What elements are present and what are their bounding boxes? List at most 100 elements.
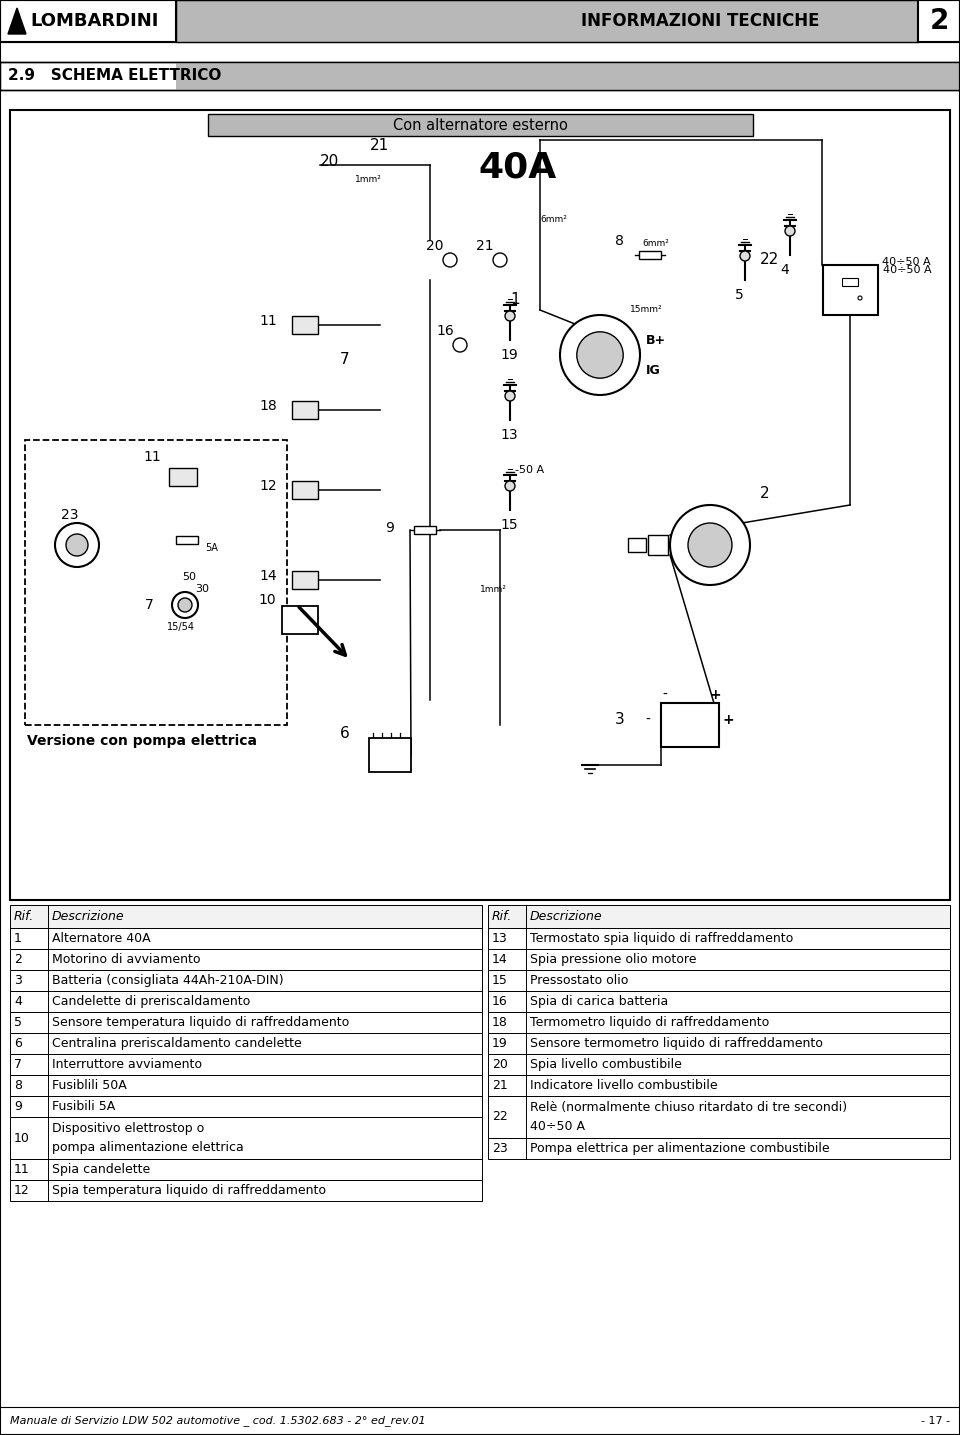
Text: Alternatore 40A: Alternatore 40A xyxy=(52,931,151,946)
Text: Centralina preriscaldamento candelette: Centralina preriscaldamento candelette xyxy=(52,1038,301,1050)
Bar xyxy=(10,905,482,928)
Bar xyxy=(25,441,287,725)
Text: Pompa elettrica per alimentazione combustibile: Pompa elettrica per alimentazione combus… xyxy=(530,1142,829,1155)
Text: 19: 19 xyxy=(500,349,517,362)
Text: +: + xyxy=(709,687,721,702)
Bar xyxy=(10,1012,482,1033)
Text: 11: 11 xyxy=(259,314,276,329)
Text: Relè (normalmente chiuso ritardato di tre secondi): Relè (normalmente chiuso ritardato di tr… xyxy=(530,1101,847,1114)
Text: Sensore temperatura liquido di raffreddamento: Sensore temperatura liquido di raffredda… xyxy=(52,1016,349,1029)
Bar xyxy=(823,265,878,316)
Text: 4: 4 xyxy=(780,263,789,277)
Bar xyxy=(918,0,960,42)
Text: 30: 30 xyxy=(195,584,209,594)
Bar xyxy=(639,251,661,258)
Bar xyxy=(842,278,858,286)
Text: 50: 50 xyxy=(182,573,196,583)
Text: +: + xyxy=(723,713,734,728)
Bar xyxy=(176,0,918,42)
Text: 2: 2 xyxy=(14,953,22,966)
Text: 16: 16 xyxy=(492,994,508,1007)
Text: pompa alimentazione elettrica: pompa alimentazione elettrica xyxy=(52,1141,244,1154)
Text: -50 A: -50 A xyxy=(515,465,544,475)
Text: Interruttore avviamento: Interruttore avviamento xyxy=(52,1058,202,1071)
Text: 40÷50 A: 40÷50 A xyxy=(530,1119,585,1134)
Text: 10: 10 xyxy=(258,593,276,607)
Text: 11: 11 xyxy=(14,1162,30,1177)
Text: 18: 18 xyxy=(259,399,276,413)
Text: 2.9   SCHEMA ELETTRICO: 2.9 SCHEMA ELETTRICO xyxy=(8,69,222,83)
Text: 14: 14 xyxy=(259,570,276,583)
Text: 1mm²: 1mm² xyxy=(480,585,507,594)
Text: INFORMAZIONI TECNICHE: INFORMAZIONI TECNICHE xyxy=(581,11,819,30)
Text: Fusibili 5A: Fusibili 5A xyxy=(52,1101,115,1114)
Text: 21: 21 xyxy=(476,240,493,253)
Text: 7: 7 xyxy=(340,353,349,367)
Text: Termometro liquido di raffreddamento: Termometro liquido di raffreddamento xyxy=(530,1016,769,1029)
Bar xyxy=(0,0,960,42)
Text: Spia temperatura liquido di raffreddamento: Spia temperatura liquido di raffreddamen… xyxy=(52,1184,326,1197)
Circle shape xyxy=(453,339,467,352)
Circle shape xyxy=(785,225,795,235)
Bar xyxy=(10,1180,482,1201)
Text: Con alternatore esterno: Con alternatore esterno xyxy=(393,118,567,132)
Text: 12: 12 xyxy=(259,479,276,494)
Bar xyxy=(176,537,198,544)
Bar xyxy=(169,468,197,486)
Text: 8: 8 xyxy=(615,234,624,248)
Text: 11: 11 xyxy=(143,451,160,464)
Text: 22: 22 xyxy=(760,253,780,267)
Bar xyxy=(488,1033,950,1053)
Text: LOMBARDINI: LOMBARDINI xyxy=(30,11,158,30)
Text: Spia pressione olio motore: Spia pressione olio motore xyxy=(530,953,697,966)
Text: Descrizione: Descrizione xyxy=(530,910,603,923)
Text: 7: 7 xyxy=(145,598,154,611)
Circle shape xyxy=(66,534,88,555)
Text: 13: 13 xyxy=(492,931,508,946)
Text: Indicatore livello combustibile: Indicatore livello combustibile xyxy=(530,1079,718,1092)
Text: 23: 23 xyxy=(61,508,79,522)
Circle shape xyxy=(670,505,750,585)
Bar xyxy=(10,992,482,1012)
Bar xyxy=(10,928,482,949)
Text: 40÷50 A: 40÷50 A xyxy=(882,257,930,267)
Text: Sensore termometro liquido di raffreddamento: Sensore termometro liquido di raffreddam… xyxy=(530,1038,823,1050)
Text: Termostato spia liquido di raffreddamento: Termostato spia liquido di raffreddament… xyxy=(530,931,793,946)
Bar xyxy=(488,1138,950,1159)
Circle shape xyxy=(505,481,515,491)
Text: Spia livello combustibile: Spia livello combustibile xyxy=(530,1058,682,1071)
Text: Batteria (consigliata 44Ah-210A-DIN): Batteria (consigliata 44Ah-210A-DIN) xyxy=(52,974,283,987)
Text: 21: 21 xyxy=(492,1079,508,1092)
Text: 8: 8 xyxy=(14,1079,22,1092)
Circle shape xyxy=(505,390,515,400)
Bar xyxy=(292,481,318,499)
Text: 9: 9 xyxy=(385,521,394,535)
Text: 40A: 40A xyxy=(478,151,557,185)
Bar xyxy=(10,1116,482,1159)
Bar xyxy=(10,1053,482,1075)
Text: 6: 6 xyxy=(340,726,349,740)
Text: Rif.: Rif. xyxy=(492,910,513,923)
Text: 6mm²: 6mm² xyxy=(540,215,566,224)
Text: 2: 2 xyxy=(929,7,948,34)
Text: 15/54: 15/54 xyxy=(167,621,195,631)
Text: 13: 13 xyxy=(500,428,517,442)
Text: Rif.: Rif. xyxy=(14,910,35,923)
Text: 19: 19 xyxy=(492,1038,508,1050)
Bar xyxy=(292,316,318,334)
Bar xyxy=(369,738,411,772)
Text: 15mm²: 15mm² xyxy=(630,306,662,314)
Text: Fusiblili 50A: Fusiblili 50A xyxy=(52,1079,127,1092)
Text: 5: 5 xyxy=(735,288,744,301)
Text: 1: 1 xyxy=(510,293,519,307)
Bar xyxy=(282,606,318,634)
Text: 2: 2 xyxy=(760,485,770,501)
Text: -: - xyxy=(645,713,650,728)
Text: 12: 12 xyxy=(14,1184,30,1197)
Text: 1mm²: 1mm² xyxy=(355,175,382,185)
Text: Spia candelette: Spia candelette xyxy=(52,1162,151,1177)
Bar xyxy=(488,1053,950,1075)
Bar xyxy=(648,535,668,555)
Text: 1: 1 xyxy=(14,931,22,946)
Bar xyxy=(10,1159,482,1180)
